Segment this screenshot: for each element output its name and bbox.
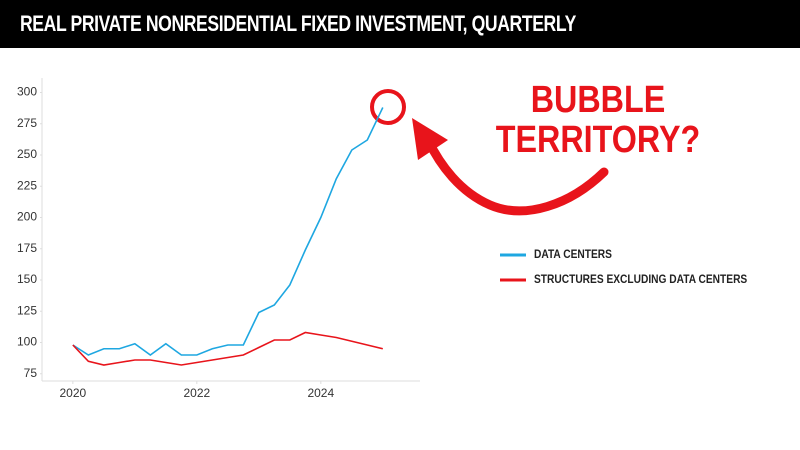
chart-title: REAL PRIVATE NONRESIDENTIAL FIXED INVEST… — [20, 11, 576, 36]
annotation: TERRITORY? — [496, 119, 700, 161]
arrow-head — [412, 118, 448, 160]
y-tick-label: 225 — [17, 178, 37, 192]
y-tick-label: 100 — [17, 335, 37, 349]
y-tick-label: 150 — [17, 272, 37, 286]
x-tick-label: 2022 — [183, 386, 210, 400]
y-tick-label: 275 — [17, 116, 37, 130]
y-tick-label: 125 — [17, 303, 37, 317]
arrow — [423, 135, 609, 216]
y-tick-label: 75 — [24, 366, 38, 380]
y-tick-label: 250 — [17, 147, 37, 161]
legend-label: DATA CENTERS — [534, 248, 612, 261]
x-tick-label: 2020 — [60, 386, 87, 400]
y-tick-label: 300 — [17, 85, 37, 99]
title-band — [0, 0, 800, 48]
highlight-circle — [370, 89, 406, 125]
annotation: BUBBLE — [531, 79, 666, 121]
legend-label: STRUCTURES EXCLUDING DATA CENTERS — [534, 273, 747, 286]
y-tick-label: 200 — [17, 210, 37, 224]
series-line — [72, 331, 383, 366]
x-tick-label: 2024 — [307, 386, 334, 400]
y-tick-label: 175 — [17, 241, 37, 255]
series-line — [72, 107, 384, 356]
